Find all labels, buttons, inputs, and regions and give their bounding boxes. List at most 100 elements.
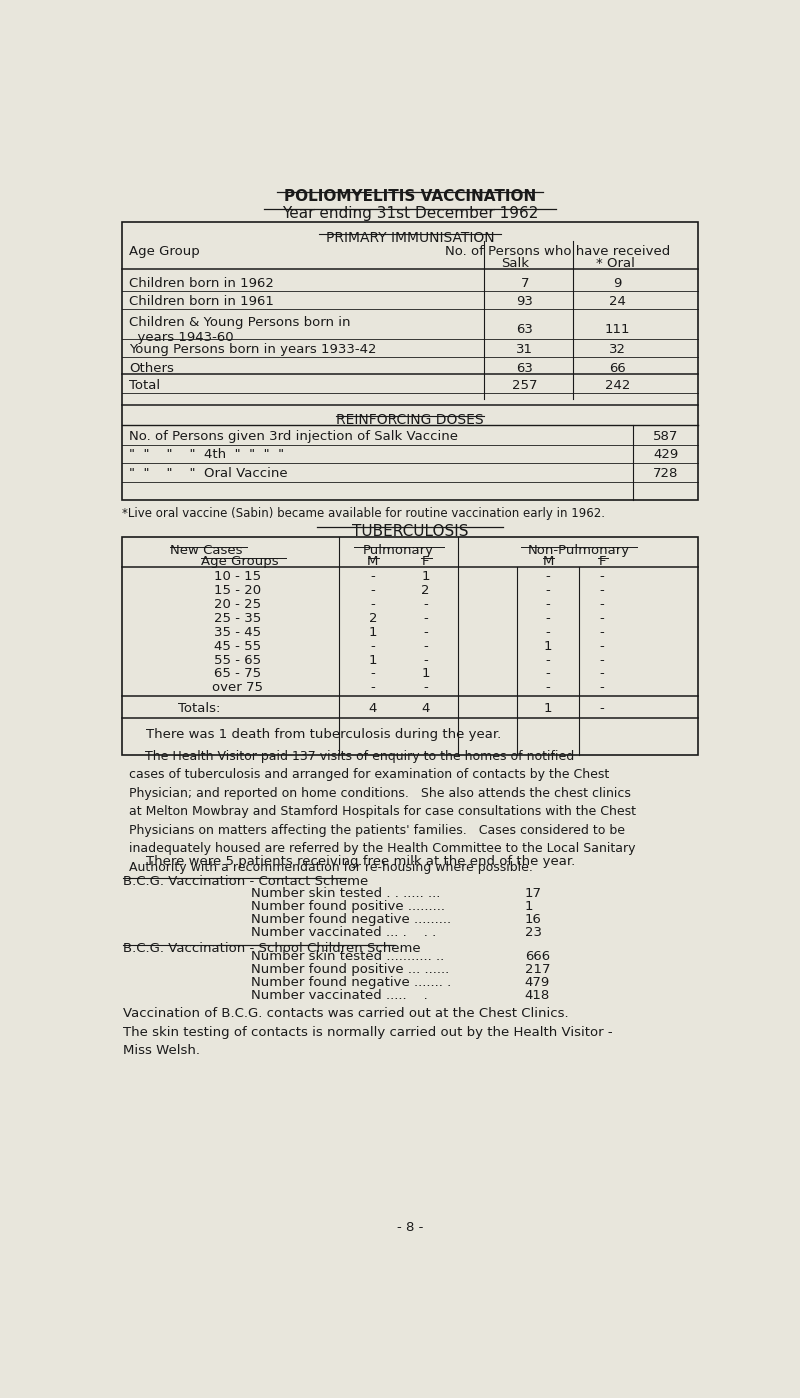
Text: 1: 1 — [422, 667, 430, 681]
Text: Children born in 1961: Children born in 1961 — [130, 295, 274, 308]
Text: 20 - 25: 20 - 25 — [214, 598, 262, 611]
Text: Children & Young Persons born in
  years 1943-60: Children & Young Persons born in years 1… — [130, 316, 351, 344]
Text: 257: 257 — [512, 379, 538, 391]
Text: 63: 63 — [516, 323, 533, 336]
Text: -: - — [370, 598, 375, 611]
Text: -: - — [423, 612, 428, 625]
Text: -: - — [600, 667, 605, 681]
Bar — [122, 222, 698, 500]
Text: -: - — [600, 654, 605, 667]
Bar — [122, 537, 698, 755]
Text: Number found positive .........: Number found positive ......... — [251, 900, 445, 913]
Text: Non-Pulmonary: Non-Pulmonary — [528, 544, 630, 556]
Text: 479: 479 — [525, 976, 550, 990]
Text: 242: 242 — [605, 379, 630, 391]
Text: M: M — [367, 555, 378, 568]
Text: -: - — [546, 570, 550, 583]
Text: 1: 1 — [544, 640, 552, 653]
Text: Number vaccinated ... .    . .: Number vaccinated ... . . . — [251, 927, 436, 939]
Text: 63: 63 — [516, 362, 533, 375]
Text: No. of Persons given 3rd injection of Salk Vaccine: No. of Persons given 3rd injection of Sa… — [130, 429, 458, 443]
Text: 1: 1 — [369, 626, 377, 639]
Text: Number found negative .........: Number found negative ......... — [251, 913, 451, 925]
Text: 666: 666 — [525, 951, 550, 963]
Text: 31: 31 — [516, 344, 534, 356]
Text: -: - — [600, 598, 605, 611]
Text: -: - — [423, 681, 428, 695]
Text: *Live oral vaccine (Sabin) became available for routine vaccination early in 196: *Live oral vaccine (Sabin) became availa… — [122, 506, 605, 520]
Text: 10 - 15: 10 - 15 — [214, 570, 262, 583]
Text: -: - — [370, 681, 375, 695]
Text: 418: 418 — [525, 990, 550, 1002]
Text: 1: 1 — [422, 570, 430, 583]
Text: M: M — [542, 555, 554, 568]
Text: -: - — [600, 570, 605, 583]
Text: Number skin tested . . ..... ...: Number skin tested . . ..... ... — [251, 886, 441, 900]
Text: -: - — [546, 584, 550, 597]
Text: B.C.G. Vaccination - School Children Scheme: B.C.G. Vaccination - School Children Sch… — [123, 942, 421, 955]
Text: 65 - 75: 65 - 75 — [214, 667, 262, 681]
Text: 45 - 55: 45 - 55 — [214, 640, 262, 653]
Text: New Cases: New Cases — [170, 544, 242, 556]
Text: -: - — [600, 702, 605, 716]
Text: REINFORCING DOSES: REINFORCING DOSES — [336, 412, 484, 426]
Text: over 75: over 75 — [213, 681, 263, 695]
Text: -: - — [423, 640, 428, 653]
Text: Children born in 1962: Children born in 1962 — [130, 277, 274, 291]
Text: 24: 24 — [610, 295, 626, 308]
Text: Number vaccinated .....    .: Number vaccinated ..... . — [251, 990, 428, 1002]
Text: - 8 -: - 8 - — [397, 1220, 423, 1234]
Text: -: - — [370, 640, 375, 653]
Text: 4: 4 — [422, 702, 430, 716]
Text: Others: Others — [130, 362, 174, 375]
Text: F: F — [598, 555, 606, 568]
Text: -: - — [600, 626, 605, 639]
Text: Age Group: Age Group — [130, 245, 200, 257]
Text: -: - — [370, 584, 375, 597]
Text: 1: 1 — [544, 702, 552, 716]
Text: -: - — [546, 654, 550, 667]
Text: Total: Total — [130, 379, 161, 391]
Text: Number skin tested ........... ..: Number skin tested ........... .. — [251, 951, 444, 963]
Text: 9: 9 — [614, 277, 622, 291]
Text: 55 - 65: 55 - 65 — [214, 654, 262, 667]
Text: 93: 93 — [516, 295, 533, 308]
Text: 217: 217 — [525, 963, 550, 976]
Text: 4: 4 — [369, 702, 377, 716]
Text: Pulmonary: Pulmonary — [363, 544, 434, 556]
Text: 2: 2 — [369, 612, 377, 625]
Text: -: - — [546, 598, 550, 611]
Text: 23: 23 — [525, 927, 542, 939]
Text: -: - — [546, 612, 550, 625]
Text: 2: 2 — [422, 584, 430, 597]
Text: -: - — [600, 584, 605, 597]
Text: POLIOMYELITIS VACCINATION: POLIOMYELITIS VACCINATION — [284, 189, 536, 204]
Text: 35 - 45: 35 - 45 — [214, 626, 262, 639]
Text: 728: 728 — [653, 467, 678, 480]
Text: -: - — [546, 667, 550, 681]
Text: Number found negative ....... .: Number found negative ....... . — [251, 976, 451, 990]
Text: -: - — [423, 598, 428, 611]
Text: B.C.G. Vaccination - Contact Scheme: B.C.G. Vaccination - Contact Scheme — [123, 875, 369, 888]
Text: 16: 16 — [525, 913, 542, 925]
Text: 7: 7 — [521, 277, 529, 291]
Text: Age Groups: Age Groups — [201, 555, 278, 568]
Text: There was 1 death from tuberculosis during the year.: There was 1 death from tuberculosis duri… — [130, 728, 502, 741]
Text: 15 - 20: 15 - 20 — [214, 584, 262, 597]
Text: Vaccination of B.C.G. contacts was carried out at the Chest Clinics.
The skin te: Vaccination of B.C.G. contacts was carri… — [123, 1007, 613, 1057]
Text: TUBERCULOSIS: TUBERCULOSIS — [352, 523, 468, 538]
Text: * Oral: * Oral — [596, 257, 635, 270]
Text: Year ending 31st December 1962: Year ending 31st December 1962 — [282, 207, 538, 221]
Text: PRIMARY IMMUNISATION: PRIMARY IMMUNISATION — [326, 231, 494, 245]
Text: F: F — [422, 555, 430, 568]
Text: -: - — [546, 626, 550, 639]
Text: "  "    "    "  Oral Vaccine: " " " " Oral Vaccine — [130, 467, 288, 480]
Text: -: - — [600, 612, 605, 625]
Text: 25 - 35: 25 - 35 — [214, 612, 262, 625]
Text: 1: 1 — [369, 654, 377, 667]
Text: 111: 111 — [605, 323, 630, 336]
Text: Young Persons born in years 1933-42: Young Persons born in years 1933-42 — [130, 344, 377, 356]
Text: 66: 66 — [610, 362, 626, 375]
Text: Totals:: Totals: — [178, 702, 220, 716]
Text: -: - — [546, 681, 550, 695]
